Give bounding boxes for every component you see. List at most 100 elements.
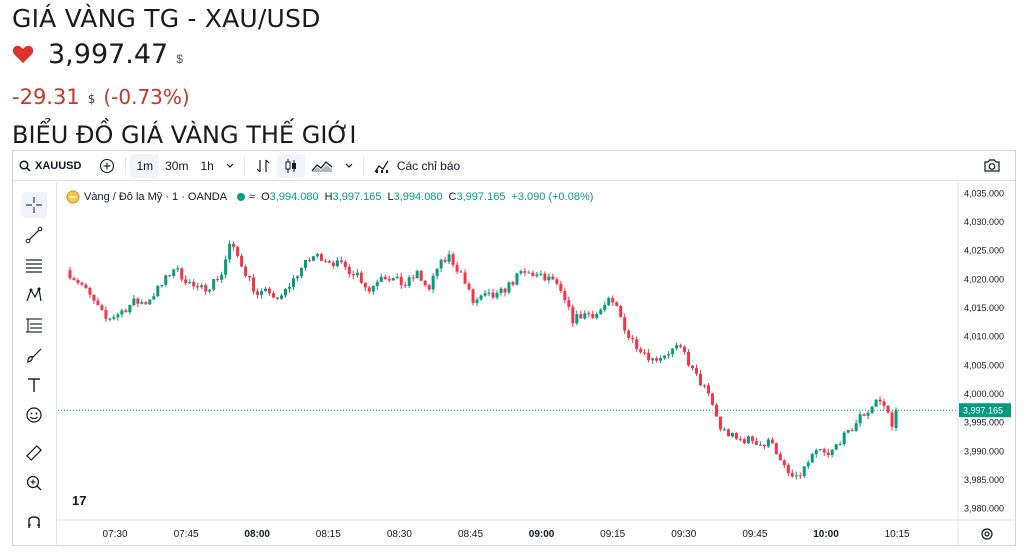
candle-body: [371, 286, 375, 292]
indicators-button[interactable]: Các chỉ báo: [368, 154, 466, 178]
candle-body: [491, 292, 495, 298]
interval-1h[interactable]: 1h: [200, 158, 214, 173]
symbol-label: XAUUSD: [35, 159, 82, 172]
interval-30m[interactable]: 30m: [165, 158, 189, 173]
candle-body: [551, 276, 555, 280]
y-tick-label: 3,990.000: [964, 446, 1004, 456]
candle-body: [447, 254, 451, 262]
candle-body: [734, 432, 738, 439]
compare-button[interactable]: [93, 154, 121, 178]
text-tool[interactable]: [21, 372, 47, 398]
section-title: BIỂU ĐỒ GIÁ VÀNG THẾ GIỚI: [12, 121, 357, 149]
candle-body: [571, 306, 575, 324]
candle-body: [691, 365, 695, 369]
candle-body: [331, 262, 335, 267]
candle-body: [886, 405, 890, 413]
candle-body: [683, 346, 687, 352]
candle-body: [303, 260, 307, 268]
horizontal-lines-tool[interactable]: [21, 252, 47, 278]
candle-body: [343, 261, 347, 268]
interval-dropdown[interactable]: [220, 154, 240, 178]
y-tick-label: 4,005.000: [964, 360, 1004, 370]
magnet-tool[interactable]: [21, 508, 47, 534]
candles-style-button[interactable]: [276, 153, 305, 178]
magnet-icon: [28, 516, 40, 528]
heart-icon: [12, 45, 34, 64]
candle-body: [108, 318, 112, 320]
last-price-badge: [959, 403, 1011, 418]
area-style-button[interactable]: [305, 154, 339, 178]
candle-body: [643, 352, 647, 354]
candle-body: [794, 475, 798, 477]
symbol-search[interactable]: XAUUSD: [13, 154, 87, 178]
candle-body: [866, 412, 870, 416]
emoji-tool[interactable]: [21, 402, 47, 428]
pattern-tool[interactable]: [21, 282, 47, 308]
candle-body: [607, 298, 611, 306]
y-tick-label: 4,000.000: [964, 389, 1004, 399]
trend-line-tool[interactable]: [21, 222, 47, 248]
candle-body: [395, 276, 399, 279]
candle-body: [651, 358, 655, 361]
legend-low-label: L: [387, 191, 394, 203]
candle-body: [240, 255, 244, 267]
candle-body: [834, 444, 838, 450]
candle-body: [475, 299, 479, 303]
candle-body: [379, 276, 383, 282]
bar-replay-button[interactable]: [249, 154, 277, 178]
candle-body: [611, 298, 615, 303]
change-row: -29.31 $ (-0.73%): [12, 83, 190, 111]
candle-body: [495, 292, 499, 298]
candle-body: [459, 271, 463, 273]
candle-body: [132, 298, 136, 306]
plus-circle-icon: [100, 158, 115, 173]
candle-body: [188, 281, 192, 284]
zoom-tool[interactable]: [21, 470, 47, 496]
candlestick-icon: [285, 158, 296, 173]
candle-body: [208, 289, 212, 292]
candle-body: [148, 299, 152, 305]
candle-body: [327, 261, 331, 263]
current-price: 3,997.47: [48, 38, 169, 70]
ruler-tool[interactable]: [21, 440, 47, 466]
interval-1m[interactable]: 1m: [130, 153, 160, 178]
snapshot-button[interactable]: [977, 154, 1007, 178]
candle-body: [220, 274, 224, 280]
candle-body: [291, 278, 295, 287]
candle-body: [882, 401, 886, 406]
candle-body: [818, 449, 822, 451]
crosshair-tool[interactable]: [21, 192, 47, 218]
legend-close-label: C: [448, 191, 457, 203]
candle-body: [874, 399, 878, 407]
chart-type-dropdown[interactable]: [339, 154, 359, 178]
candle-body: [443, 259, 447, 262]
candle-body: [559, 283, 563, 291]
candle-body: [160, 284, 164, 287]
brush-tool[interactable]: [21, 342, 47, 368]
change-unit: $: [87, 92, 96, 106]
candle-body: [806, 462, 810, 467]
bars-sort-icon: [256, 159, 270, 172]
candle-body: [567, 300, 571, 307]
candle-body: [140, 302, 144, 304]
toolbar-divider: [243, 156, 245, 175]
candle-body: [435, 268, 439, 276]
chart-area[interactable]: 4,035.000 4,030.000 4,025.000 4,020.000 4,01…: [58, 182, 1016, 546]
candle-body: [200, 285, 204, 288]
candle-body: [363, 282, 367, 288]
candle-body: [722, 429, 726, 431]
candle-body: [838, 444, 842, 446]
candle-body: [471, 289, 475, 303]
chart-svg[interactable]: 4,035.000 4,030.000 4,025.000 4,020.000 4,01…: [58, 182, 1016, 546]
legend-change: +3.090 (+0.08%): [511, 191, 594, 203]
candle-body: [778, 454, 782, 461]
chevron-down-icon: [345, 163, 353, 168]
candle-body: [399, 276, 403, 285]
indicators-icon: [374, 160, 389, 173]
x-tick-label: 08:30: [387, 529, 412, 540]
settings-gear-icon[interactable]: [981, 528, 993, 540]
candle-body: [655, 358, 659, 361]
y-tick-label: 4,010.000: [964, 332, 1004, 342]
camera-icon: [984, 159, 1000, 172]
fib-tool[interactable]: [21, 312, 47, 338]
